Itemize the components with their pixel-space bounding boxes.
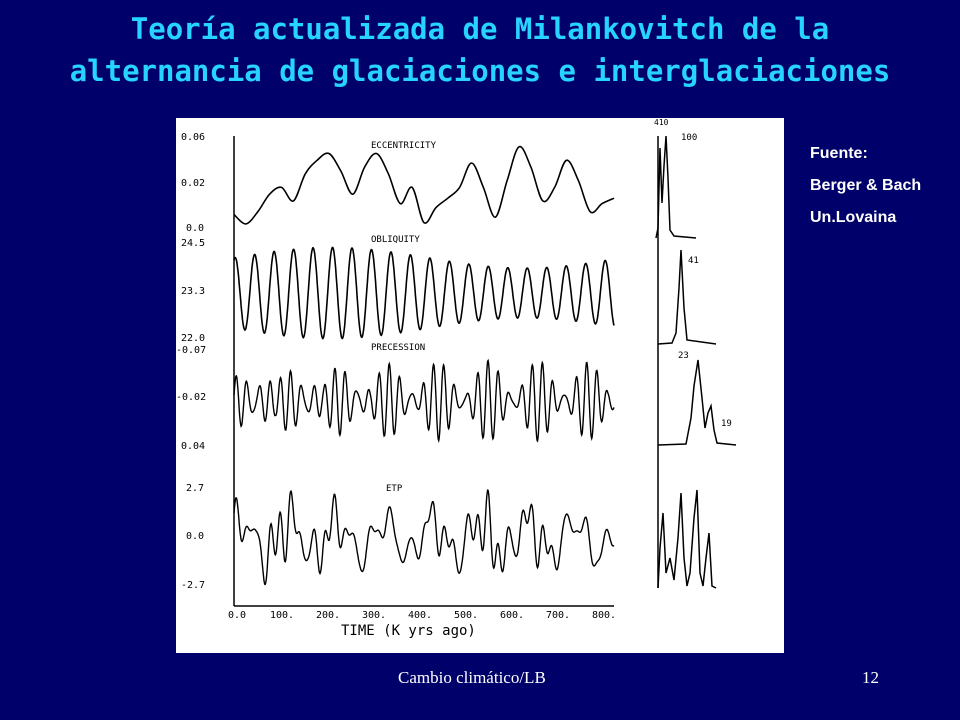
source-authors: Berger & Bach — [810, 177, 922, 194]
spectrum-etp-line — [657, 489, 717, 589]
obl-tick-label: 23.3 — [181, 286, 205, 297]
milankovitch-figure: ECCENTRICITY 0.06 0.02 0.0 OBLIQUITY 24.… — [176, 118, 784, 653]
spectrum-eccentricity-line — [655, 135, 697, 239]
prec-tick-label: -0.07 — [176, 345, 206, 356]
spectrum-peak-label: 19 — [721, 419, 732, 429]
title-line-2: alternancia de glaciaciones e interglaci… — [69, 54, 891, 88]
x-tick-label: 300. — [362, 610, 386, 621]
x-tick-label: 200. — [316, 610, 340, 621]
slide-title: Teoría actualizada de Milankovitch de la… — [0, 8, 960, 92]
spectrum-precession-line — [657, 359, 737, 446]
x-tick-label: 400. — [408, 610, 432, 621]
precession-label: PRECESSION — [371, 343, 425, 353]
footer-text: Cambio climático/LB — [398, 668, 546, 687]
spectrum-peak-label: 23 — [678, 351, 689, 361]
source-label: Fuente: — [810, 145, 868, 162]
obl-tick-label: 22.0 — [181, 333, 205, 344]
x-tick-label: 800. — [592, 610, 616, 621]
etp-tick-label: 2.7 — [186, 483, 204, 494]
etp-series-line — [233, 489, 615, 586]
x-axis-title: TIME (K yrs ago) — [341, 623, 476, 639]
x-axis: 0.0 100. 200. 300. 400. 500. 600. 700. 8… — [228, 610, 616, 639]
precession-panel: PRECESSION -0.07 -0.02 0.04 — [176, 343, 615, 452]
x-tick-label: 600. — [500, 610, 524, 621]
ecc-tick-label: 0.02 — [181, 178, 205, 189]
etp-panel: ETP 2.7 0.0 -2.7 — [181, 483, 615, 591]
etp-label: ETP — [386, 484, 403, 494]
obliquity-series-line — [233, 246, 615, 340]
ecc-tick-label: 0.0 — [186, 223, 204, 234]
spectrum-peak-label: 100 — [681, 133, 697, 143]
prec-tick-label: -0.02 — [176, 392, 206, 403]
title-line-1: Teoría actualizada de Milankovitch de la — [130, 12, 830, 46]
eccentricity-panel: ECCENTRICITY 0.06 0.02 0.0 — [181, 132, 615, 234]
spectrum-peak-label: 410 — [654, 118, 669, 127]
spectrum-obliquity-line — [657, 249, 717, 345]
eccentricity-label: ECCENTRICITY — [371, 141, 437, 151]
etp-tick-label: 0.0 — [186, 531, 204, 542]
source-note: Fuente: Berger & Bach Un.Lovaina — [810, 144, 950, 240]
source-institution: Un.Lovaina — [810, 209, 897, 226]
x-tick-label: 700. — [546, 610, 570, 621]
precession-series-line — [233, 358, 615, 443]
page-number: 12 — [862, 668, 879, 687]
ecc-tick-label: 0.06 — [181, 132, 205, 143]
obliquity-label: OBLIQUITY — [371, 235, 420, 245]
obl-tick-label: 24.5 — [181, 238, 205, 249]
spectrum-peak-label: 41 — [688, 256, 699, 266]
etp-tick-label: -2.7 — [181, 580, 205, 591]
spectrum-panels: 410 100 41 23 19 — [654, 118, 737, 589]
milankovitch-chart: ECCENTRICITY 0.06 0.02 0.0 OBLIQUITY 24.… — [176, 118, 737, 639]
obliquity-panel: OBLIQUITY 24.5 23.3 22.0 — [181, 235, 615, 344]
x-tick-label: 500. — [454, 610, 478, 621]
prec-tick-label: 0.04 — [181, 441, 205, 452]
x-tick-label: 0.0 — [228, 610, 246, 621]
eccentricity-series-line — [233, 145, 615, 225]
x-tick-label: 100. — [270, 610, 294, 621]
